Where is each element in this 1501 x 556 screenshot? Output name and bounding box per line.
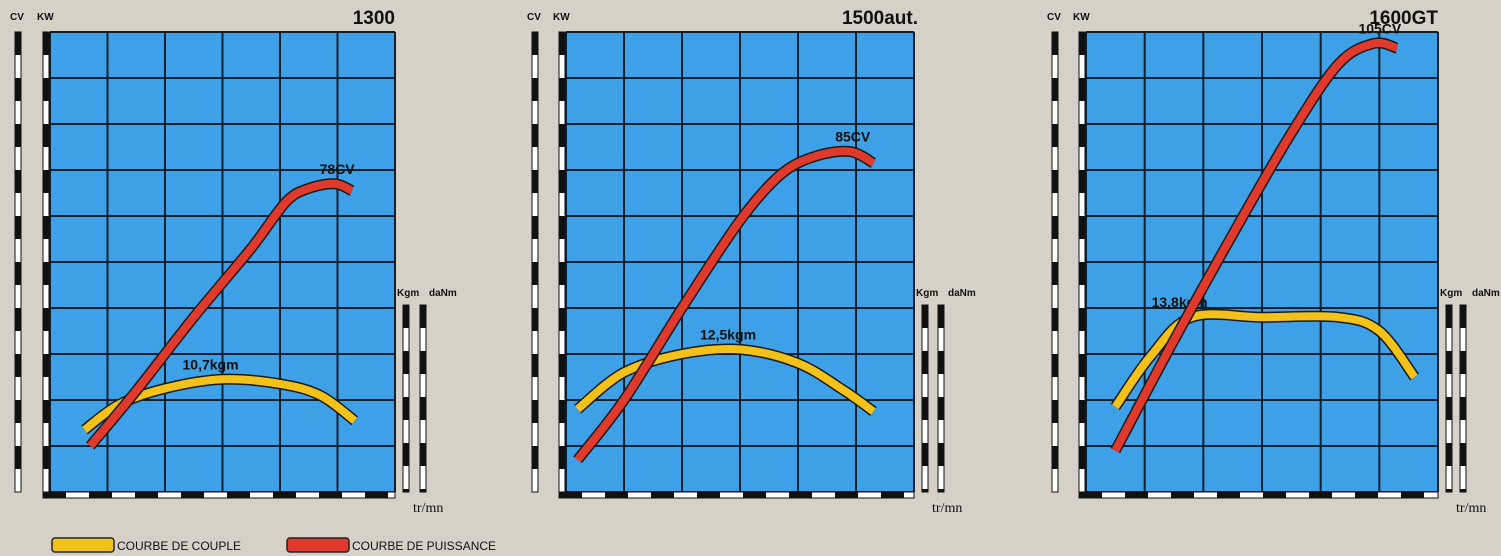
legend-swatch-puissance: [287, 538, 349, 552]
chart-2: CV KW Kgm daNm tr/mn 1500aut. 12,5kgm 85CV: [527, 8, 976, 516]
kw-axis-scale: [559, 32, 565, 492]
kgm-axis-label: Kgm: [1440, 288, 1462, 299]
danm-axis-scale: [1460, 305, 1466, 492]
legend-label-puissance: COURBE DE PUISSANCE: [352, 539, 496, 553]
kgm-axis-scale: [922, 305, 928, 492]
kw-axis-label: KW: [1073, 12, 1090, 23]
kw-axis-label: KW: [553, 12, 570, 23]
cv-axis-scale: [1052, 32, 1058, 492]
legend: COURBE DE COUPLE COURBE DE PUISSANCE: [52, 538, 496, 553]
legend-swatch-couple: [52, 538, 114, 552]
rpm-axis-label: tr/mn: [932, 501, 962, 516]
chart-title: 1500aut.: [842, 8, 918, 29]
rpm-axis-scale: [43, 492, 395, 498]
kw-axis-label: KW: [37, 12, 54, 23]
legend-label-couple: COURBE DE COUPLE: [117, 539, 241, 553]
kw-axis-scale: [43, 32, 49, 492]
rpm-axis-label: tr/mn: [1456, 501, 1486, 516]
cv-axis-scale: [15, 32, 21, 492]
peak-annotation: 105CV: [1358, 21, 1401, 37]
danm-axis-scale: [938, 305, 944, 492]
danm-axis-label: daNm: [429, 288, 457, 299]
cv-axis-label: CV: [527, 12, 541, 23]
cv-axis-label: CV: [10, 12, 24, 23]
rpm-axis-scale: [559, 492, 914, 498]
peak-annotation: 78CV: [320, 161, 356, 177]
cv-axis-label: CV: [1047, 12, 1061, 23]
rpm-axis-label: tr/mn: [413, 501, 443, 516]
kgm-axis-label: Kgm: [916, 288, 938, 299]
chart-1: CV KW Kgm daNm tr/mn 1300 10,7kgm 78CV: [10, 8, 457, 516]
rpm-axis-scale: [1079, 492, 1438, 498]
peak-annotation: 10,7kgm: [183, 356, 239, 372]
kgm-axis-scale: [1446, 305, 1452, 492]
kw-axis-scale: [1079, 32, 1085, 492]
danm-axis-scale: [420, 305, 426, 492]
danm-axis-label: daNm: [1472, 288, 1500, 299]
peak-annotation: 85CV: [835, 129, 871, 145]
cv-axis-scale: [532, 32, 538, 492]
danm-axis-label: daNm: [948, 288, 976, 299]
peak-annotation: 12,5kgm: [700, 326, 756, 342]
chart-title: 1300: [353, 8, 395, 29]
kgm-axis-scale: [403, 305, 409, 492]
kgm-axis-label: Kgm: [397, 288, 419, 299]
